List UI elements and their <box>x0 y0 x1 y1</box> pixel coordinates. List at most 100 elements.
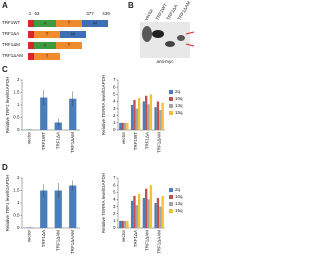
blot-band <box>165 41 175 47</box>
domain-box <box>28 31 34 38</box>
bar <box>149 94 153 130</box>
y-tick-label: 6 <box>113 182 116 187</box>
x-tick-label: TRF1ΔAM <box>145 230 150 251</box>
bar <box>119 122 122 130</box>
bar <box>147 199 150 228</box>
y-tick-label: 1 <box>113 120 116 125</box>
bar <box>154 203 157 228</box>
panel-label: C <box>2 65 8 74</box>
bar <box>121 122 124 130</box>
y-tick-label: 1 <box>17 200 20 205</box>
domain-box <box>60 31 86 38</box>
x-tick-label: TRF1WT <box>133 132 138 150</box>
bar <box>137 97 141 130</box>
bar <box>149 185 153 228</box>
domain-label: T <box>68 21 71 26</box>
domain-box <box>56 20 82 27</box>
legend-swatch <box>169 97 173 101</box>
legend-label: 10q <box>175 194 183 199</box>
legend-swatch <box>169 202 173 206</box>
y-tick-label: 5 <box>113 91 116 96</box>
domain-label: T <box>46 32 49 37</box>
y-tick-label: 5 <box>113 189 116 194</box>
y-tick-label: 3 <box>113 204 116 209</box>
y-tick-label: 3 <box>113 106 116 111</box>
x-tick-label: vector <box>121 132 126 145</box>
y-tick-label: 0.5 <box>13 213 20 218</box>
x-tick-label: vector <box>26 132 31 145</box>
bar <box>147 104 150 130</box>
position-label: 439 <box>102 11 110 16</box>
legend-label: 15q <box>175 110 183 115</box>
position-label: 1 <box>29 11 32 16</box>
bar <box>159 110 162 130</box>
bar <box>154 107 157 130</box>
domain-box <box>28 53 34 60</box>
panel-label: D <box>2 163 8 172</box>
x-tick-label: TRF1ΔAM <box>70 132 75 153</box>
bar <box>133 100 136 130</box>
bar <box>161 195 164 228</box>
y-tick-label: 0 <box>17 127 20 132</box>
blot-band <box>177 35 185 41</box>
domain-label: M <box>93 21 97 26</box>
lane-label: vector <box>144 8 155 22</box>
y-tick-label: 7 <box>113 175 116 180</box>
domain-box <box>34 42 56 49</box>
bar <box>123 220 127 228</box>
x-tick-label: TRF1ΔA <box>133 230 138 247</box>
legend-swatch <box>169 195 173 199</box>
bar <box>161 102 164 130</box>
bar <box>145 95 148 130</box>
y-tick-label: 2 <box>113 113 116 118</box>
legend-swatch <box>169 188 173 192</box>
panel-label: A <box>2 1 8 10</box>
domain-box <box>82 20 108 27</box>
y-tick-label: 4 <box>113 197 116 202</box>
y-axis-label: Relative TERRA level/GAPDH <box>101 75 106 135</box>
x-tick-label: TRF1ΔAAM <box>156 230 161 254</box>
bar <box>130 200 134 228</box>
x-tick-label: TRF1ΔA <box>145 132 150 149</box>
y-tick-label: 0 <box>113 225 116 230</box>
y-tick-label: 0.5 <box>13 115 20 120</box>
legend-swatch <box>169 90 173 94</box>
y-tick-label: 1.5 <box>13 188 20 193</box>
legend-label: 13q <box>175 201 183 206</box>
y-tick-label: 1 <box>113 218 116 223</box>
y-tick-label: 2 <box>17 77 20 82</box>
bar <box>156 101 160 130</box>
y-axis-label: Relative TERRA level/GAPDH <box>101 173 106 233</box>
domain-label: T <box>46 54 49 59</box>
legend-swatch <box>169 111 173 115</box>
position-label: 377 <box>86 11 94 16</box>
y-tick-label: 1 <box>17 102 20 107</box>
arrow <box>185 31 195 47</box>
domain-box <box>28 42 34 49</box>
construct-label: TRF1ΔM <box>2 42 20 47</box>
construct-label: TRF1ΔAM <box>2 53 23 58</box>
legend-label: 2q <box>175 89 181 94</box>
construct-label: TRF1WT <box>2 20 20 25</box>
x-tick-label: TRF1ΔA <box>41 230 46 247</box>
blot-band <box>152 30 164 38</box>
x-tick-label: TRF1WT <box>41 132 46 150</box>
lane-label: TRF1ΔAM <box>177 0 192 21</box>
legend-label: 2q <box>175 187 181 192</box>
bar <box>126 220 129 228</box>
domain-box <box>34 20 56 27</box>
y-tick-label: 1.5 <box>13 90 20 95</box>
bar <box>135 108 138 130</box>
legend-swatch <box>169 209 173 213</box>
y-axis-label: Relative TRF1 level/GAPDH <box>5 175 10 231</box>
bar <box>137 193 141 228</box>
y-tick-label: 2 <box>113 211 116 216</box>
domain-label: T <box>68 43 71 48</box>
bar <box>145 188 148 228</box>
position-label: 63 <box>34 11 40 16</box>
x-tick-label: vector <box>26 230 31 243</box>
domain-label: M <box>71 32 75 37</box>
domain-label: A <box>43 21 46 26</box>
domain-box <box>34 53 60 60</box>
